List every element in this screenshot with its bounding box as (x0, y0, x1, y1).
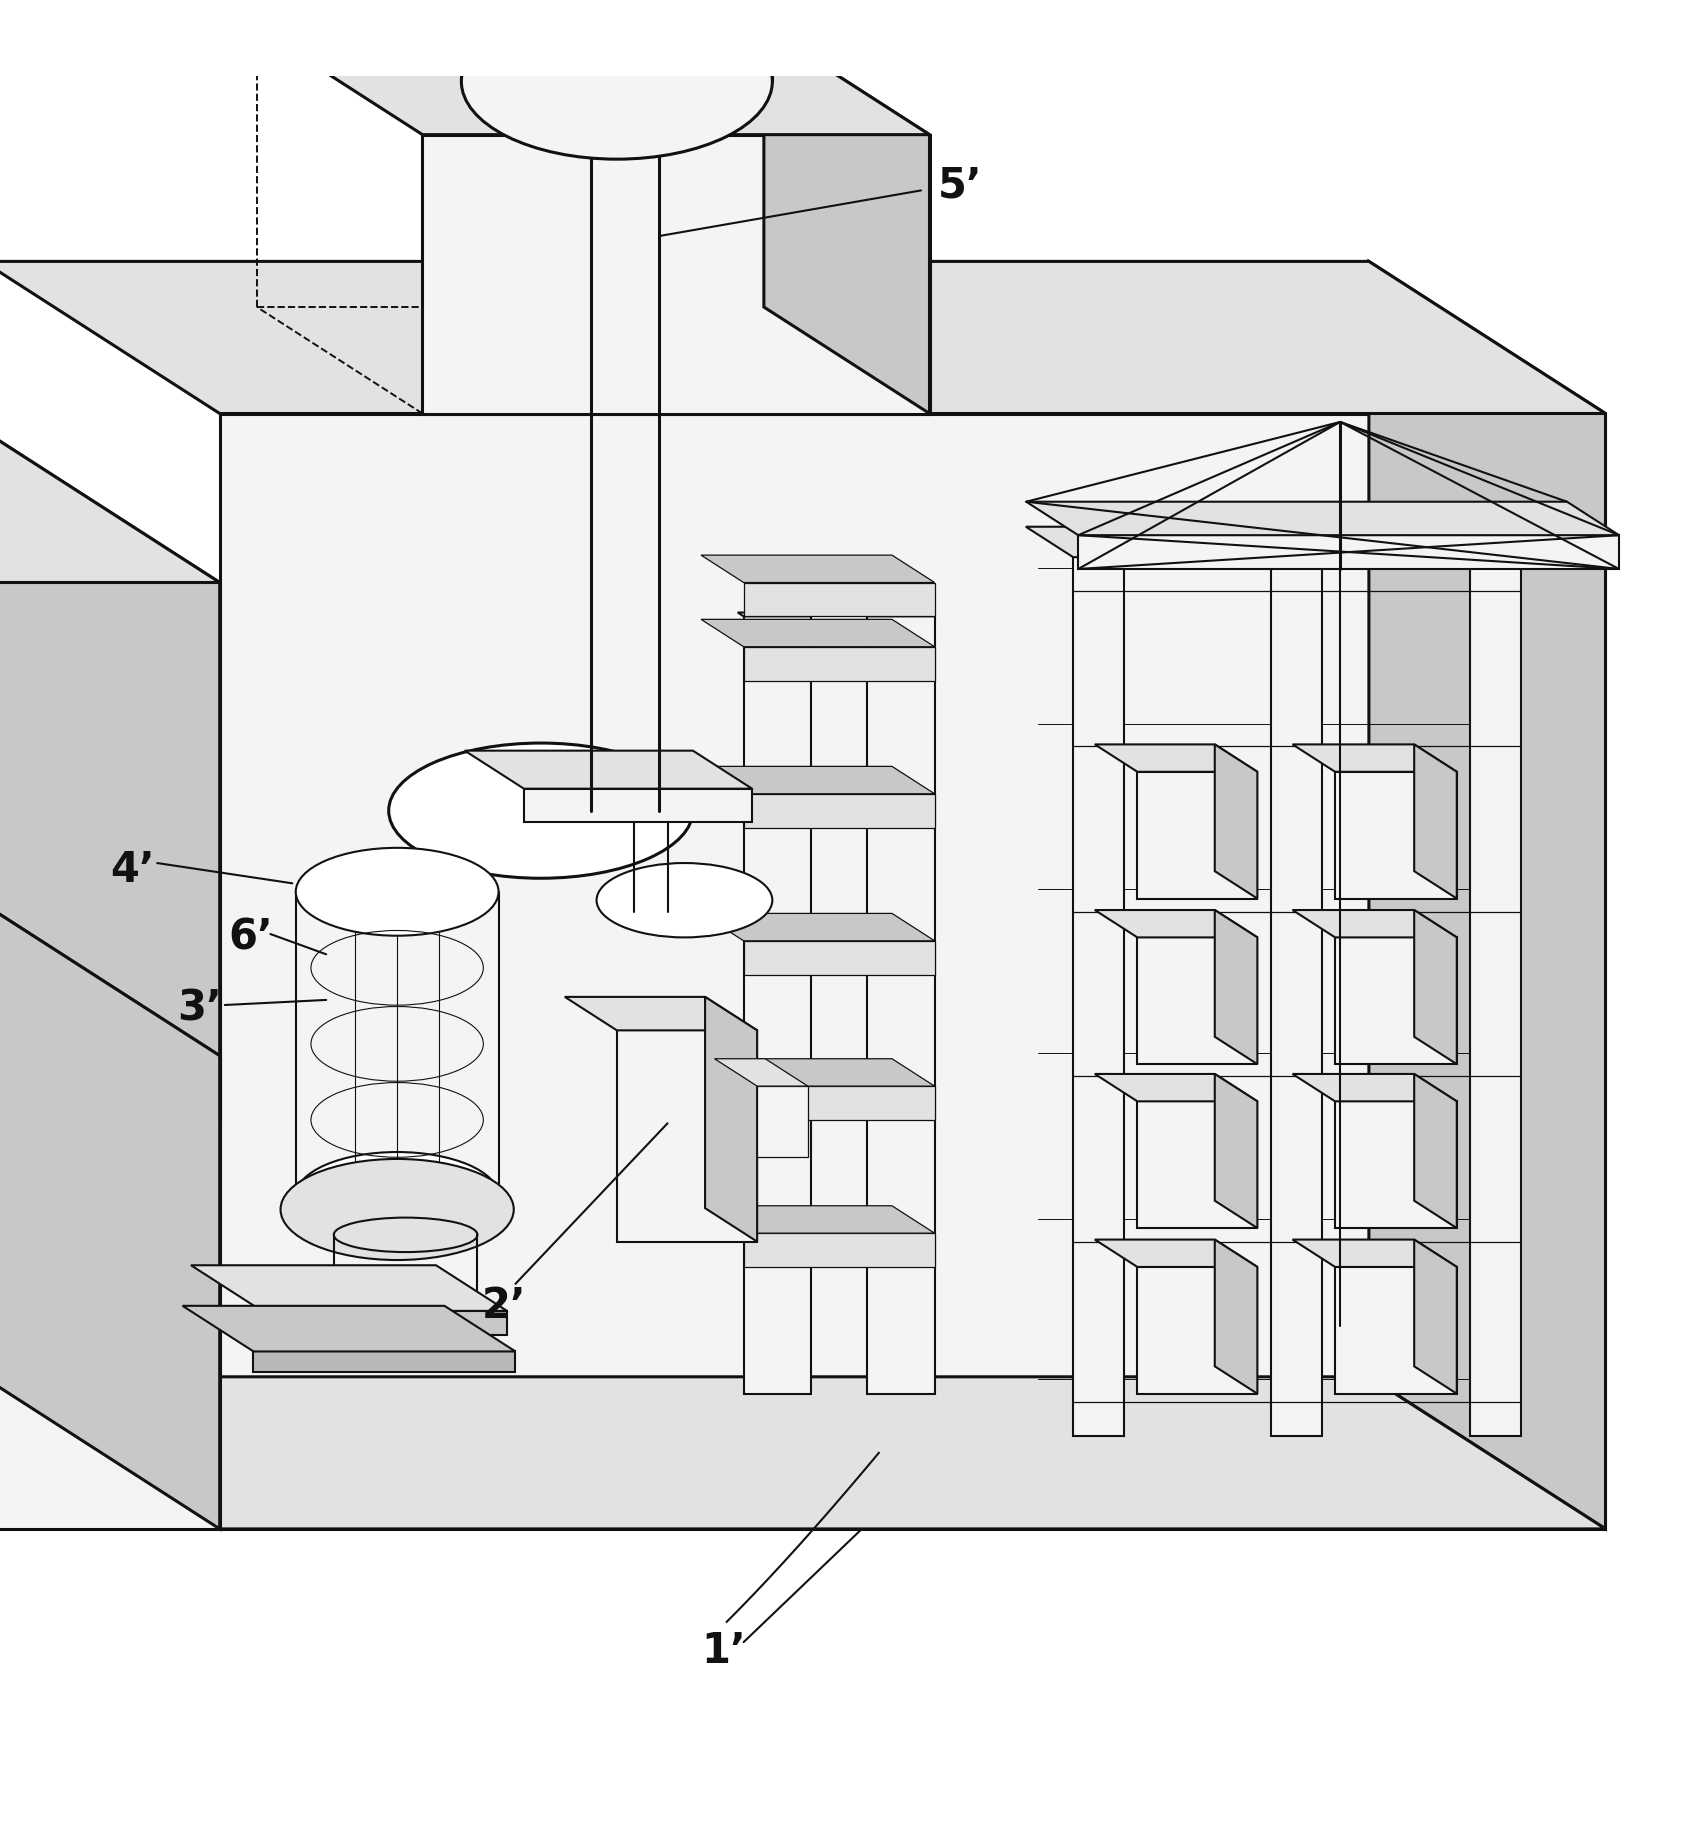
Ellipse shape (296, 1152, 498, 1239)
Polygon shape (1292, 1073, 1456, 1101)
Polygon shape (464, 751, 752, 788)
Text: 4’: 4’ (110, 849, 154, 891)
Polygon shape (1334, 771, 1456, 898)
Polygon shape (0, 261, 1605, 414)
Polygon shape (1422, 527, 1520, 558)
Polygon shape (701, 556, 934, 582)
Polygon shape (866, 617, 934, 1394)
Polygon shape (0, 431, 220, 1123)
Text: 1’: 1’ (701, 1629, 745, 1672)
Polygon shape (763, 28, 929, 414)
Polygon shape (220, 414, 1605, 1528)
Polygon shape (1368, 261, 1605, 1528)
Polygon shape (0, 1377, 1605, 1528)
Polygon shape (714, 1059, 807, 1086)
Text: 5’: 5’ (937, 164, 981, 206)
Polygon shape (1214, 1073, 1257, 1228)
Polygon shape (1137, 937, 1257, 1064)
Polygon shape (701, 619, 934, 646)
Polygon shape (0, 904, 220, 1528)
Polygon shape (253, 1351, 515, 1372)
Ellipse shape (280, 1160, 513, 1259)
Polygon shape (1469, 558, 1520, 1436)
Polygon shape (262, 1311, 507, 1335)
Polygon shape (1078, 536, 1618, 569)
Polygon shape (1094, 909, 1257, 937)
Polygon shape (1214, 744, 1257, 898)
Polygon shape (701, 1206, 934, 1233)
Polygon shape (1414, 1073, 1456, 1228)
Polygon shape (1334, 1267, 1456, 1394)
Polygon shape (701, 766, 934, 793)
Polygon shape (191, 1265, 507, 1311)
Polygon shape (1334, 937, 1456, 1064)
Polygon shape (1137, 1267, 1257, 1394)
Polygon shape (564, 996, 757, 1031)
Text: 3’: 3’ (177, 987, 221, 1029)
Polygon shape (524, 788, 752, 823)
Polygon shape (701, 1059, 934, 1086)
Polygon shape (1214, 909, 1257, 1064)
Polygon shape (1292, 909, 1456, 937)
Polygon shape (757, 1086, 807, 1158)
Polygon shape (1094, 1073, 1257, 1101)
Polygon shape (1414, 744, 1456, 898)
Polygon shape (704, 996, 757, 1241)
Polygon shape (743, 1086, 934, 1119)
Polygon shape (1334, 1101, 1456, 1228)
Polygon shape (701, 913, 934, 941)
Polygon shape (257, 28, 929, 134)
Ellipse shape (333, 1217, 478, 1252)
Text: 2’: 2’ (481, 1285, 525, 1327)
Polygon shape (422, 134, 929, 414)
Polygon shape (1094, 744, 1257, 771)
Polygon shape (0, 431, 220, 582)
Polygon shape (0, 1055, 220, 1528)
Polygon shape (1292, 744, 1456, 771)
Polygon shape (1414, 909, 1456, 1064)
Polygon shape (182, 1305, 515, 1351)
Polygon shape (0, 582, 220, 1123)
Polygon shape (1073, 558, 1123, 1436)
Polygon shape (743, 617, 811, 1394)
Ellipse shape (388, 744, 692, 878)
Polygon shape (0, 904, 220, 1055)
Ellipse shape (596, 863, 772, 937)
Polygon shape (1214, 1239, 1257, 1394)
Polygon shape (743, 793, 934, 828)
Polygon shape (743, 941, 934, 974)
Polygon shape (1414, 1239, 1456, 1394)
Polygon shape (1094, 1239, 1257, 1267)
Polygon shape (616, 1031, 757, 1241)
Polygon shape (1292, 1239, 1456, 1267)
Polygon shape (738, 613, 811, 617)
Ellipse shape (341, 1283, 470, 1313)
Polygon shape (1223, 527, 1321, 558)
Polygon shape (1137, 771, 1257, 898)
Ellipse shape (461, 4, 772, 158)
Polygon shape (743, 582, 934, 617)
Polygon shape (743, 1233, 934, 1267)
Polygon shape (861, 613, 934, 617)
Polygon shape (1270, 558, 1321, 1436)
Polygon shape (743, 646, 934, 681)
Polygon shape (1025, 503, 1618, 536)
Ellipse shape (285, 1162, 508, 1257)
Polygon shape (1025, 527, 1123, 558)
Ellipse shape (296, 849, 498, 935)
Text: 6’: 6’ (228, 917, 272, 959)
Polygon shape (1137, 1101, 1257, 1228)
